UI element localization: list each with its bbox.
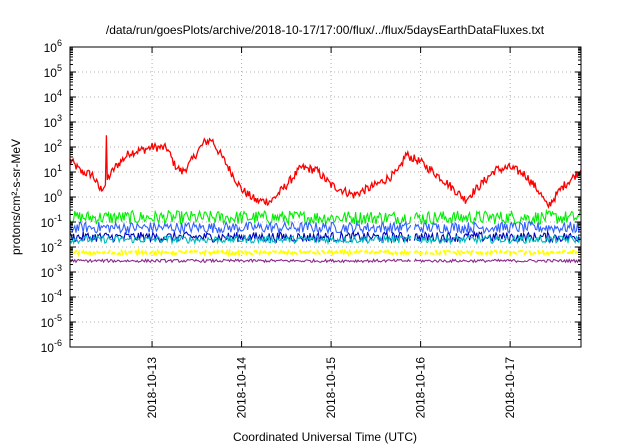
series-line <box>69 208 581 227</box>
x-tick-label: 2018-10-17 <box>503 357 517 419</box>
y-tick-label: 102 <box>44 138 62 155</box>
series-line <box>69 220 581 236</box>
series-line <box>69 258 581 264</box>
y-tick-label: 100 <box>44 188 62 205</box>
y-tick-label: 105 <box>44 63 62 80</box>
y-tick-label: 10-6 <box>41 338 62 355</box>
x-tick-label: 2018-10-14 <box>235 357 249 419</box>
x-tick-label: 2018-10-13 <box>145 357 159 419</box>
y-tick-label: 103 <box>44 113 62 130</box>
series-line <box>69 135 582 210</box>
x-tick-label: 2018-10-16 <box>414 357 428 419</box>
series-layer <box>69 135 582 264</box>
series-line <box>69 233 581 246</box>
x-axis-label: Coordinated Universal Time (UTC) <box>233 430 417 444</box>
chart-title: /data/run/goesPlots/archive/2018-10-17/1… <box>106 23 545 37</box>
series-line <box>69 247 581 258</box>
y-tick-label: 106 <box>44 38 62 55</box>
x-tick-label: 2018-10-15 <box>324 357 338 419</box>
plot-area <box>70 47 581 347</box>
x-axis: 2018-10-13 2018-10-14 2018-10-15 2018-10-16… <box>145 47 517 418</box>
y-tick-label: 101 <box>44 163 62 180</box>
y-tick-label: 10-4 <box>41 288 62 305</box>
y-tick-label: 104 <box>44 88 62 105</box>
y-axis-label: protons/cm²-s-sr-MeV <box>9 139 23 255</box>
y-tick-label: 10-1 <box>41 213 62 230</box>
y-tick-label: 10-3 <box>41 263 62 280</box>
y-axis: 10-6 10-5 10-4 10-3 10-2 10-1 100 101 102 103 104 1… <box>41 38 581 355</box>
y-tick-label: 10-2 <box>41 238 62 255</box>
y-tick-label: 10-5 <box>41 313 62 330</box>
